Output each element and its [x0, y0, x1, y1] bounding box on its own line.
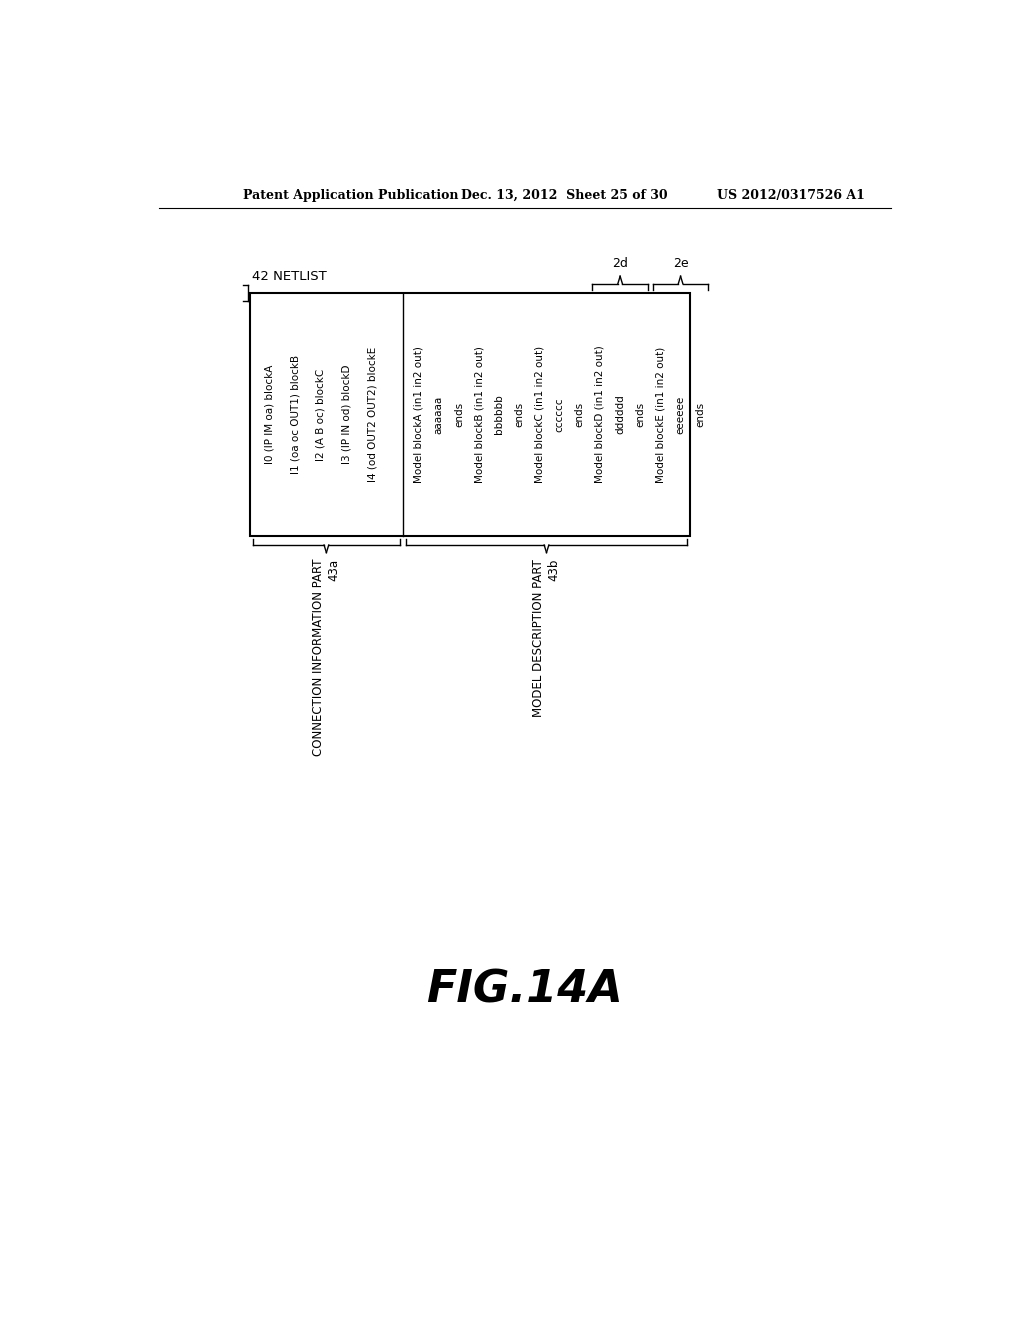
- Text: 2d: 2d: [612, 257, 628, 271]
- Bar: [250, 293, 690, 536]
- Text: ends: ends: [454, 401, 464, 426]
- Text: Model blockD (in1 in2 out): Model blockD (in1 in2 out): [595, 346, 605, 483]
- Text: I1 (oa oc OUT1) blockB: I1 (oa oc OUT1) blockB: [291, 355, 300, 474]
- Text: ends: ends: [635, 401, 645, 426]
- Text: MODEL DESCRIPTION PART: MODEL DESCRIPTION PART: [532, 558, 545, 717]
- Text: eeeeee: eeeeee: [676, 395, 686, 433]
- Text: I0 (IP IM oa) blockA: I0 (IP IM oa) blockA: [265, 364, 274, 465]
- Text: ends: ends: [514, 401, 524, 426]
- Text: Dec. 13, 2012  Sheet 25 of 30: Dec. 13, 2012 Sheet 25 of 30: [461, 189, 668, 202]
- Text: I2 (A B oc) blockC: I2 (A B oc) blockC: [316, 368, 326, 461]
- Text: 43a: 43a: [328, 558, 341, 581]
- Text: US 2012/0317526 A1: US 2012/0317526 A1: [717, 189, 865, 202]
- Text: I3 (IP IN od) blockD: I3 (IP IN od) blockD: [342, 364, 351, 465]
- Text: dddddd: dddddd: [615, 395, 625, 434]
- Text: cccccc: cccccc: [555, 397, 564, 432]
- Text: 42 NETLIST: 42 NETLIST: [252, 269, 327, 282]
- Text: ends: ends: [695, 401, 706, 426]
- Text: I4 (od OUT2 OUT2) blockE: I4 (od OUT2 OUT2) blockE: [368, 347, 377, 482]
- Text: Patent Application Publication: Patent Application Publication: [243, 189, 458, 202]
- Text: Model blockC (in1 in2 out): Model blockC (in1 in2 out): [535, 346, 545, 483]
- Text: Model blockA (in1 in2 out): Model blockA (in1 in2 out): [414, 346, 424, 483]
- Text: aaaaaa: aaaaaa: [434, 395, 443, 433]
- Text: 43b: 43b: [548, 558, 561, 581]
- Text: Model blockB (in1 in2 out): Model blockB (in1 in2 out): [474, 346, 484, 483]
- Text: CONNECTION INFORMATION PART: CONNECTION INFORMATION PART: [312, 558, 326, 756]
- Text: ends: ends: [574, 401, 585, 426]
- Text: bbbbbb: bbbbbb: [495, 395, 504, 434]
- Text: 2e: 2e: [673, 257, 688, 271]
- Text: FIG.14A: FIG.14A: [426, 969, 624, 1011]
- Text: Model blockE (in1 in2 out): Model blockE (in1 in2 out): [655, 346, 666, 483]
